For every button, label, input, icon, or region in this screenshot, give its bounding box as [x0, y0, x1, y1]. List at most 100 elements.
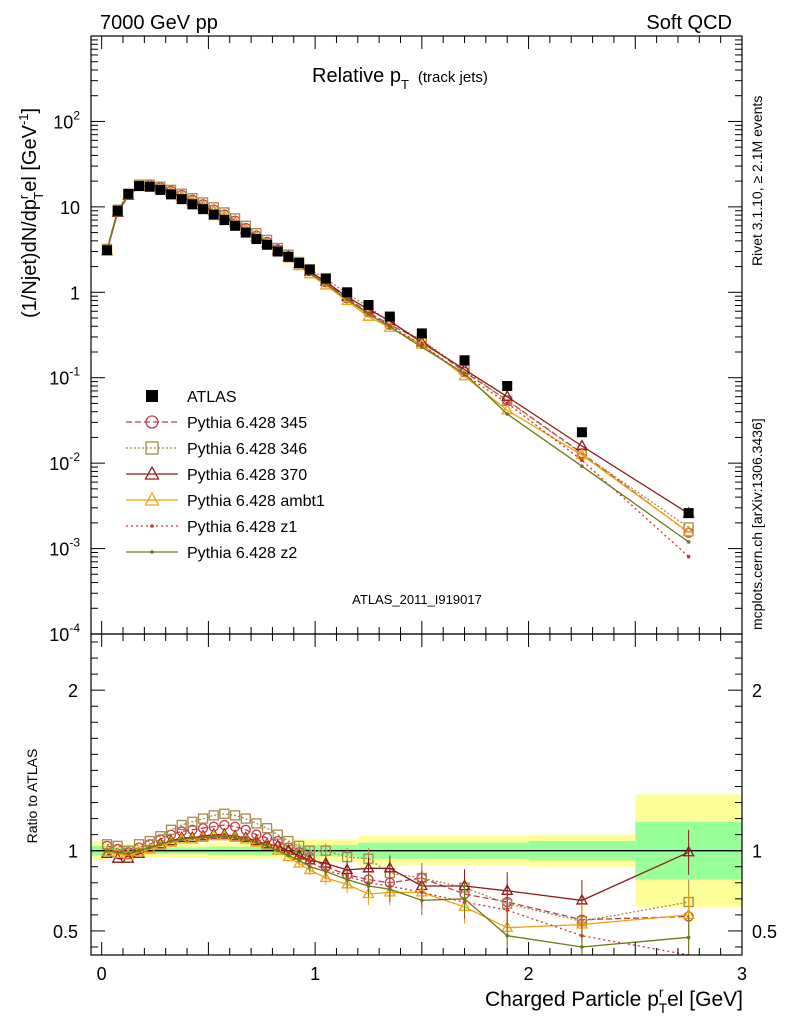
y-tick-label-base: 10 — [60, 198, 80, 218]
ratio-point — [112, 840, 123, 852]
data-point — [502, 380, 513, 391]
legend-label: Pythia 6.428 370 — [187, 467, 307, 484]
ratio-point — [115, 850, 120, 855]
series-point — [683, 527, 694, 538]
ratio-point — [686, 935, 691, 940]
y-tick-label: 10-1 — [49, 365, 80, 389]
y-tick-label: 10-3 — [49, 536, 80, 560]
y-tick-label: 10-2 — [49, 450, 80, 474]
ratio-point — [462, 897, 467, 901]
series-main-5 — [105, 184, 691, 544]
data-point — [304, 264, 315, 275]
data-point — [144, 181, 155, 192]
y-tick-label-base: 10 — [53, 112, 73, 132]
ratio-y-axis-label: Ratio to ATLAS — [24, 749, 40, 844]
ratio-point — [265, 840, 269, 845]
x-tick-label: 0 — [97, 964, 107, 984]
data-point — [416, 328, 427, 339]
data-point — [102, 245, 113, 256]
data-point — [198, 204, 209, 215]
data-point — [459, 355, 470, 366]
ratio-point — [383, 861, 396, 873]
ratio-point — [197, 813, 209, 824]
data-point — [112, 205, 123, 216]
ratio-point — [122, 848, 135, 860]
header-left: 7000 GeV pp — [100, 12, 218, 34]
ratio-point — [218, 829, 231, 841]
ratio-point — [187, 816, 198, 827]
y-axis-label-exp: -1 — [16, 114, 31, 126]
ratio-point — [176, 819, 187, 831]
legend-label: Pythia 6.428 346 — [187, 441, 307, 458]
ratio-point — [222, 834, 227, 839]
ratio-point — [297, 858, 301, 863]
ratio-point — [286, 850, 291, 855]
y-axis-label-sub: T — [31, 192, 46, 200]
y-tick-label-base: 10 — [49, 454, 69, 474]
x-axis-label-main: Charged Particle p — [485, 988, 659, 1011]
ratio-point — [250, 834, 263, 846]
chart-title-main: Relative p — [312, 65, 401, 87]
ratio-point — [362, 861, 375, 873]
analysis-id: ATLAS_2011_I919017 — [352, 592, 482, 607]
x-axis-label-sup: r — [659, 984, 664, 1000]
data-point — [683, 508, 694, 519]
legend-marker — [145, 441, 159, 455]
legend-marker — [144, 465, 160, 480]
data-point — [320, 273, 331, 284]
series-ratio-5 — [105, 834, 691, 955]
legend-label: Pythia 6.428 ambt1 — [187, 493, 325, 510]
data-point — [230, 220, 241, 231]
ratio-point — [208, 810, 219, 821]
y-tick-label: 10 — [60, 198, 80, 218]
ratio-y-tick-label: 0.5 — [53, 922, 78, 942]
y-tick-label-exp: 2 — [73, 108, 80, 122]
data-point — [384, 311, 395, 322]
ratio-point — [261, 823, 273, 834]
ratio-point — [388, 887, 392, 891]
legend-label: ATLAS — [187, 389, 237, 406]
ratio-point — [239, 830, 252, 842]
main-plot-panel — [100, 179, 695, 559]
ratio-point — [190, 836, 195, 840]
y-tick-label-base: 10 — [49, 369, 69, 389]
y-tick-label: 1 — [70, 283, 80, 303]
ratio-point — [345, 877, 349, 882]
ratio-point — [169, 839, 173, 843]
data-point — [166, 189, 177, 200]
ratio-point — [265, 844, 269, 848]
legend-label: Pythia 6.428 z1 — [187, 519, 297, 536]
series-point — [420, 342, 424, 347]
series-line — [106, 185, 689, 515]
data-series-atlas — [102, 181, 694, 519]
data-point — [208, 209, 219, 220]
x-tick-label: 2 — [524, 964, 534, 984]
series-point — [686, 554, 691, 559]
y-tick-label-base: 10 — [49, 625, 69, 645]
ratio-point — [254, 840, 259, 845]
y-axis-label-main: (1/Njet)dN/dp — [19, 199, 41, 318]
series-point — [686, 540, 691, 544]
ratio-point — [275, 845, 280, 850]
ratio-point — [144, 835, 155, 847]
ratio-point — [122, 851, 135, 863]
chart-title-sub: T — [401, 77, 409, 92]
legend-marker — [150, 524, 154, 528]
data-point — [262, 239, 273, 250]
ratio-point — [233, 836, 237, 840]
data-point — [176, 194, 187, 205]
ratio-point — [240, 813, 251, 824]
ratio-point — [211, 834, 216, 839]
data-point — [219, 215, 230, 226]
ratio-point — [505, 908, 510, 912]
y-axis-label-sup: r — [16, 194, 31, 199]
ratio-point — [179, 837, 184, 842]
y-tick-label-base: 10 — [49, 540, 69, 560]
legend-label: Pythia 6.428 345 — [187, 415, 307, 432]
ratio-point — [575, 893, 589, 905]
ratio-point — [307, 864, 312, 869]
ratio-y-tick-label-right: 1 — [752, 842, 762, 862]
series-point — [505, 401, 510, 405]
